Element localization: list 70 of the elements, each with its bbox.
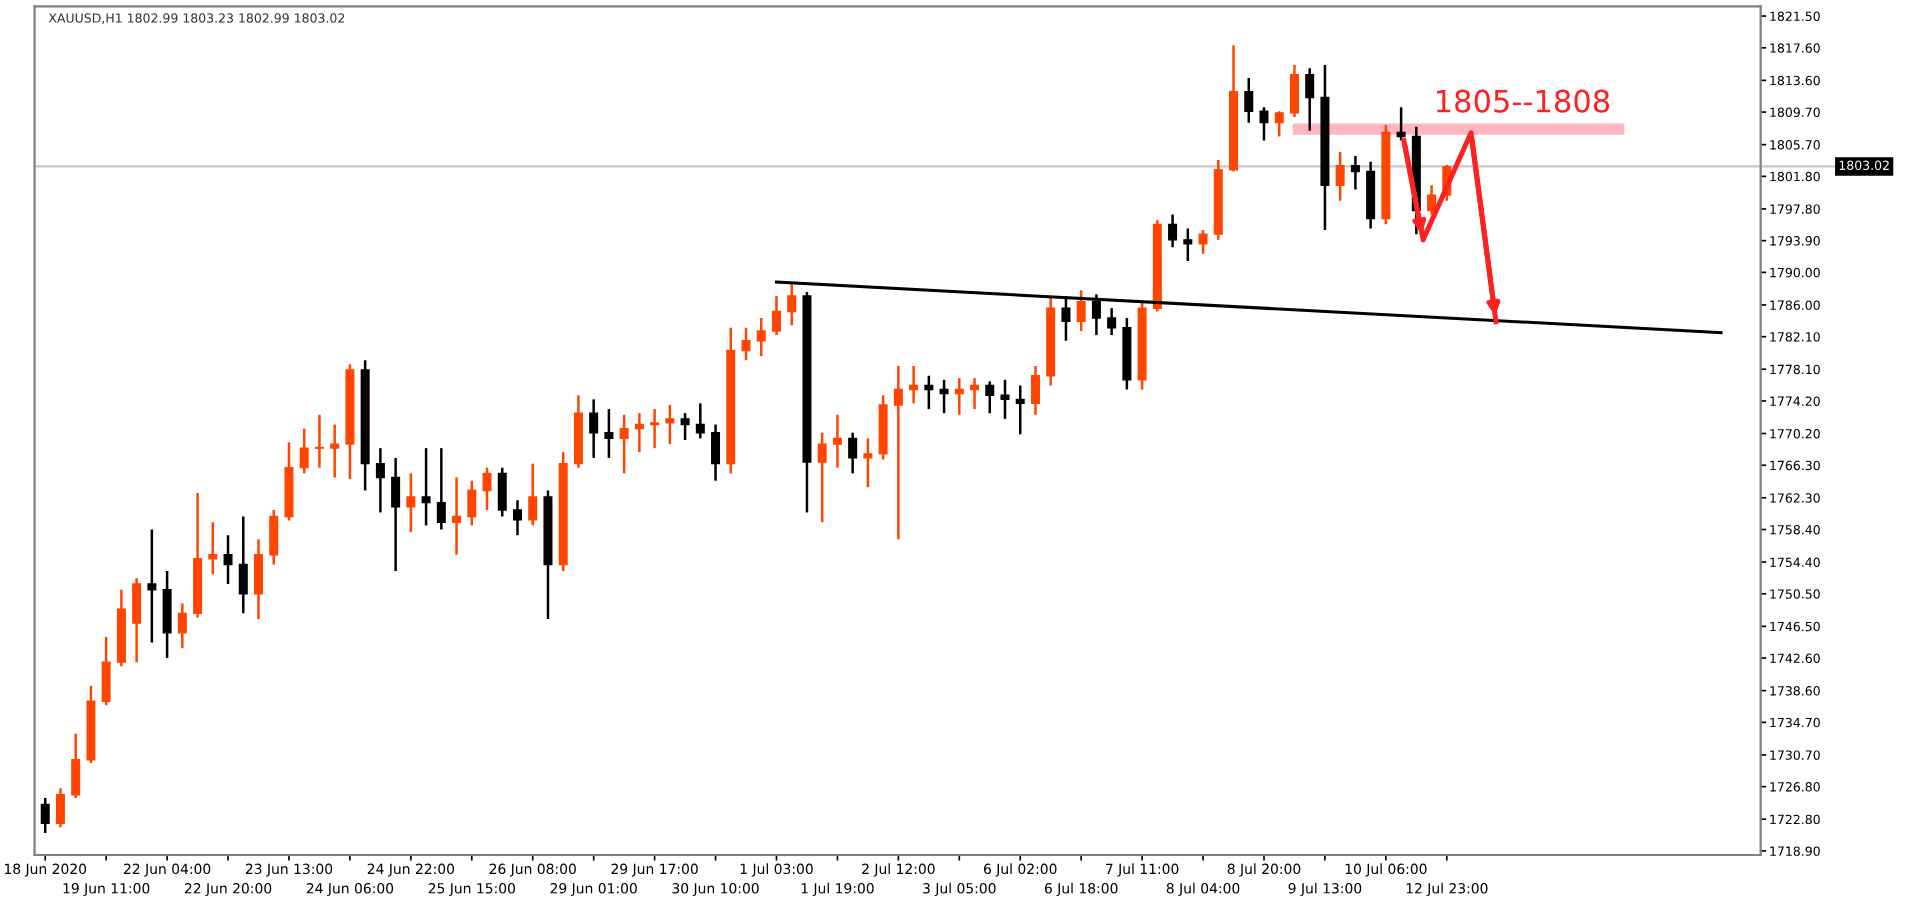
candlestick <box>254 538 264 621</box>
candlestick <box>40 796 50 835</box>
candlestick <box>421 446 431 527</box>
candlestick <box>650 407 660 450</box>
candlestick <box>619 413 629 475</box>
candlestick <box>741 326 751 362</box>
candlestick <box>391 456 401 573</box>
candlestick <box>147 528 157 644</box>
candlestick <box>1350 154 1360 191</box>
candlestick <box>680 411 690 442</box>
candlestick <box>375 446 385 514</box>
candlestick <box>1244 76 1254 124</box>
candlestick <box>1183 227 1193 263</box>
candlestick <box>1030 364 1040 417</box>
candlestick <box>1000 378 1010 421</box>
candlestick <box>893 364 903 541</box>
candlestick <box>162 569 172 660</box>
candlestick <box>1305 66 1315 133</box>
candlestick <box>771 294 781 337</box>
candlestick <box>330 423 340 479</box>
candlestick <box>482 466 492 512</box>
candlestick <box>756 316 766 358</box>
candlestick <box>863 437 873 489</box>
candlestick <box>55 787 65 829</box>
candlestick <box>1015 384 1025 436</box>
candlestick <box>695 402 705 440</box>
candlestick <box>1366 160 1376 230</box>
candlestick <box>1335 150 1345 203</box>
candlestick <box>1274 110 1284 138</box>
candlestick <box>71 732 81 800</box>
candlestick <box>817 431 827 524</box>
candlestick <box>406 472 416 534</box>
candlestick <box>848 431 858 475</box>
candlestick <box>939 378 949 415</box>
candlestick <box>589 398 599 460</box>
candlestick <box>132 577 142 664</box>
candlestick <box>299 427 309 475</box>
candlestick <box>177 602 187 650</box>
candlestick <box>208 520 218 576</box>
candlestick <box>985 380 995 415</box>
candlestick <box>314 413 324 469</box>
candlestick <box>711 423 721 482</box>
candlestick <box>954 376 964 417</box>
candlestick <box>1396 105 1406 142</box>
candlestick <box>101 635 111 707</box>
candlestick <box>1076 289 1086 333</box>
candlestick <box>1198 228 1208 255</box>
candlestick <box>269 508 279 566</box>
candlestick <box>1259 105 1269 142</box>
candlestick <box>909 364 919 405</box>
candlestick <box>1168 213 1178 249</box>
candlestick <box>832 413 842 469</box>
candlestick <box>787 281 797 327</box>
candlestick <box>436 446 446 531</box>
candlestick <box>970 376 980 411</box>
candlestick <box>1289 63 1299 119</box>
candlestick <box>604 407 614 460</box>
candlestick <box>497 466 507 518</box>
band-label: 1805--1808 <box>1437 89 1610 113</box>
candlestick <box>528 462 538 527</box>
candlestick <box>1107 306 1117 337</box>
candlestick <box>452 476 462 556</box>
candlestick <box>238 515 248 615</box>
candlestick <box>512 498 523 537</box>
candlestick <box>634 411 644 454</box>
candlestick <box>1427 184 1437 216</box>
candlestick <box>467 479 477 527</box>
candlestick <box>924 374 934 411</box>
candlestick <box>223 533 233 586</box>
candlestick <box>665 403 675 446</box>
